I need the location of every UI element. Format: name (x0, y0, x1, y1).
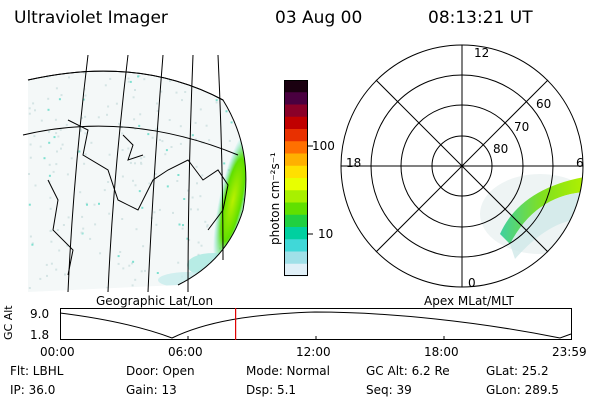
time-tick-2359: 23:59 (552, 345, 587, 359)
altitude-tick-1.8: 1.8 (30, 328, 50, 342)
info-door: Door: Open (126, 364, 195, 378)
right-panel-caption: Apex MLat/MLT (424, 294, 514, 308)
info-seq: Seq: 39 (366, 383, 412, 397)
observation-date: 03 Aug 00 (275, 8, 363, 28)
colorbar-tick-10: 10 (318, 227, 334, 241)
info-gc-alt: GC Alt: 6.2 Re (366, 364, 450, 378)
info-glat: GLat: 25.2 (486, 364, 549, 378)
time-tick-0000: 00:00 (40, 345, 75, 359)
intensity-colorbar (284, 80, 313, 277)
mlat-label-60: 60 (536, 97, 552, 111)
colorbar-unit-label: photon cm⁻²s⁻¹ (268, 152, 282, 245)
mlat-label-80: 80 (493, 142, 509, 156)
time-tick-1800: 18:00 (424, 345, 459, 359)
instrument-title: Ultraviolet Imager (14, 8, 168, 28)
observation-time: 08:13:21 UT (428, 8, 533, 28)
altitude-plot (59, 308, 572, 340)
left-panel-caption: Geographic Lat/Lon (96, 294, 214, 308)
mlat-label-70: 70 (514, 120, 530, 134)
info-dsp: Dsp: 5.1 (246, 383, 297, 397)
info-mode: Mode: Normal (246, 364, 330, 378)
mlt-label-12: 12 (474, 46, 490, 60)
altitude-axis-label: GC Alt (2, 305, 15, 340)
colorbar-tick-100: 100 (312, 139, 335, 153)
mlt-label-18: 18 (346, 156, 362, 170)
info-filter: Flt: LBHL (10, 364, 64, 378)
info-ip: IP: 36.0 (10, 383, 56, 397)
altitude-tick-9: 9.0 (30, 307, 50, 321)
time-tick-1200: 12:00 (296, 345, 331, 359)
polar-plot (340, 44, 584, 288)
mlt-label-0: 0 (468, 276, 476, 290)
geographic-image (22, 54, 247, 293)
mlt-label-6: 6 (576, 156, 584, 170)
info-glon: GLon: 289.5 (486, 383, 559, 397)
info-gain: Gain: 13 (126, 383, 177, 397)
time-tick-0600: 06:00 (168, 345, 203, 359)
